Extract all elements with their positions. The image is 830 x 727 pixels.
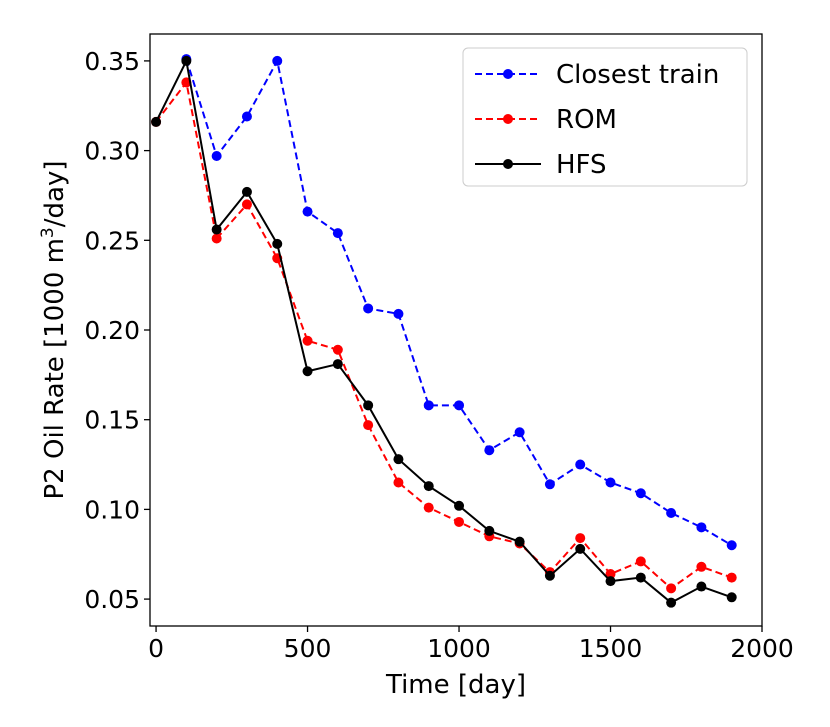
data-point-hfs [181, 55, 192, 66]
data-point-hfs [272, 238, 283, 249]
legend-marker-closest-train [503, 69, 513, 79]
legend-box [462, 47, 748, 187]
data-point-closest-train [241, 111, 252, 122]
data-point-rom [454, 516, 465, 527]
data-point-closest-train [666, 507, 677, 518]
data-point-closest-train [363, 303, 374, 314]
data-point-hfs [454, 500, 465, 511]
data-point-hfs [544, 570, 555, 581]
data-point-closest-train [575, 459, 586, 470]
legend-marker-hfs [503, 159, 513, 169]
x-tick-label: 1000 [427, 634, 491, 663]
data-point-rom [666, 583, 677, 594]
y-axis-label-suffix: /day] [40, 160, 70, 227]
legend-label-hfs: HFS [556, 150, 607, 180]
series-hfs [151, 55, 737, 608]
y-axis-label-superscript: 3 [38, 227, 58, 238]
legend-label-closest-train: Closest train [556, 60, 719, 90]
data-point-closest-train [726, 540, 737, 551]
data-point-hfs [666, 597, 677, 608]
legend: Closest train ROM HFS [462, 47, 748, 187]
data-point-closest-train [423, 400, 434, 411]
data-point-hfs [151, 116, 162, 127]
axis-layer: 0 500 1000 1500 2000 0.05 0.10 0.15 0.20 0.25 0.30… [84, 47, 793, 663]
data-point-closest-train [272, 55, 283, 66]
data-point-hfs [393, 454, 404, 465]
series-layer [151, 54, 737, 608]
legend-entry-rom: ROM [475, 105, 617, 135]
data-point-hfs [635, 572, 646, 583]
data-point-closest-train [332, 228, 343, 239]
y-axis-label: P2 Oil Rate [1000 m3/day] [38, 160, 70, 499]
data-point-closest-train [635, 488, 646, 499]
y-tick-label: 0.10 [84, 495, 140, 524]
legend-marker-rom [503, 114, 513, 124]
y-axis-label-prefix: P2 Oil Rate [1000 m [40, 238, 70, 499]
data-point-rom [635, 556, 646, 567]
data-point-rom [423, 502, 434, 513]
legend-entry-hfs: HFS [475, 150, 607, 180]
data-point-closest-train [484, 445, 495, 456]
y-tick-label: 0.25 [84, 226, 140, 255]
data-point-hfs [696, 581, 707, 592]
data-point-hfs [726, 592, 737, 603]
data-point-hfs [575, 543, 586, 554]
data-point-hfs [484, 525, 495, 536]
data-point-rom [696, 561, 707, 572]
y-tick-label: 0.15 [84, 406, 140, 435]
data-point-rom [726, 572, 737, 583]
data-point-closest-train [393, 308, 404, 319]
y-tick-label: 0.30 [84, 137, 140, 166]
x-axis-label: Time [day] [385, 670, 526, 700]
data-point-rom [241, 199, 252, 210]
data-point-closest-train [544, 479, 555, 490]
x-tick-label: 2000 [730, 634, 794, 663]
x-tick-label: 0 [148, 634, 164, 663]
x-tick-label: 1500 [579, 634, 643, 663]
data-point-hfs [514, 536, 525, 547]
data-point-closest-train [696, 522, 707, 533]
data-point-hfs [363, 400, 374, 411]
data-point-rom [302, 335, 313, 346]
data-point-closest-train [514, 427, 525, 438]
data-point-rom [575, 533, 586, 544]
data-point-closest-train [211, 150, 222, 161]
legend-entry-closest-train: Closest train [475, 60, 719, 90]
data-point-closest-train [454, 400, 465, 411]
series-line-rom [155, 80, 733, 590]
data-point-rom [393, 477, 404, 488]
data-point-rom [363, 420, 374, 431]
legend-entries: Closest train ROM HFS [475, 60, 719, 180]
series-line-hfs [155, 57, 733, 604]
legend-label-rom: ROM [556, 105, 617, 135]
data-point-rom [605, 568, 616, 579]
data-point-hfs [241, 186, 252, 197]
y-tick-label: 0.05 [84, 585, 140, 614]
data-point-closest-train [302, 206, 313, 217]
y-tick-label: 0.20 [84, 316, 140, 345]
data-point-hfs [332, 359, 343, 370]
data-point-hfs [211, 224, 222, 235]
data-point-hfs [302, 366, 313, 377]
data-point-closest-train [605, 477, 616, 488]
data-point-rom [332, 344, 343, 355]
data-point-hfs [423, 481, 434, 492]
y-tick-label: 0.35 [84, 47, 140, 76]
data-point-rom [211, 233, 222, 244]
x-tick-label: 500 [284, 634, 332, 663]
data-point-hfs [605, 576, 616, 587]
